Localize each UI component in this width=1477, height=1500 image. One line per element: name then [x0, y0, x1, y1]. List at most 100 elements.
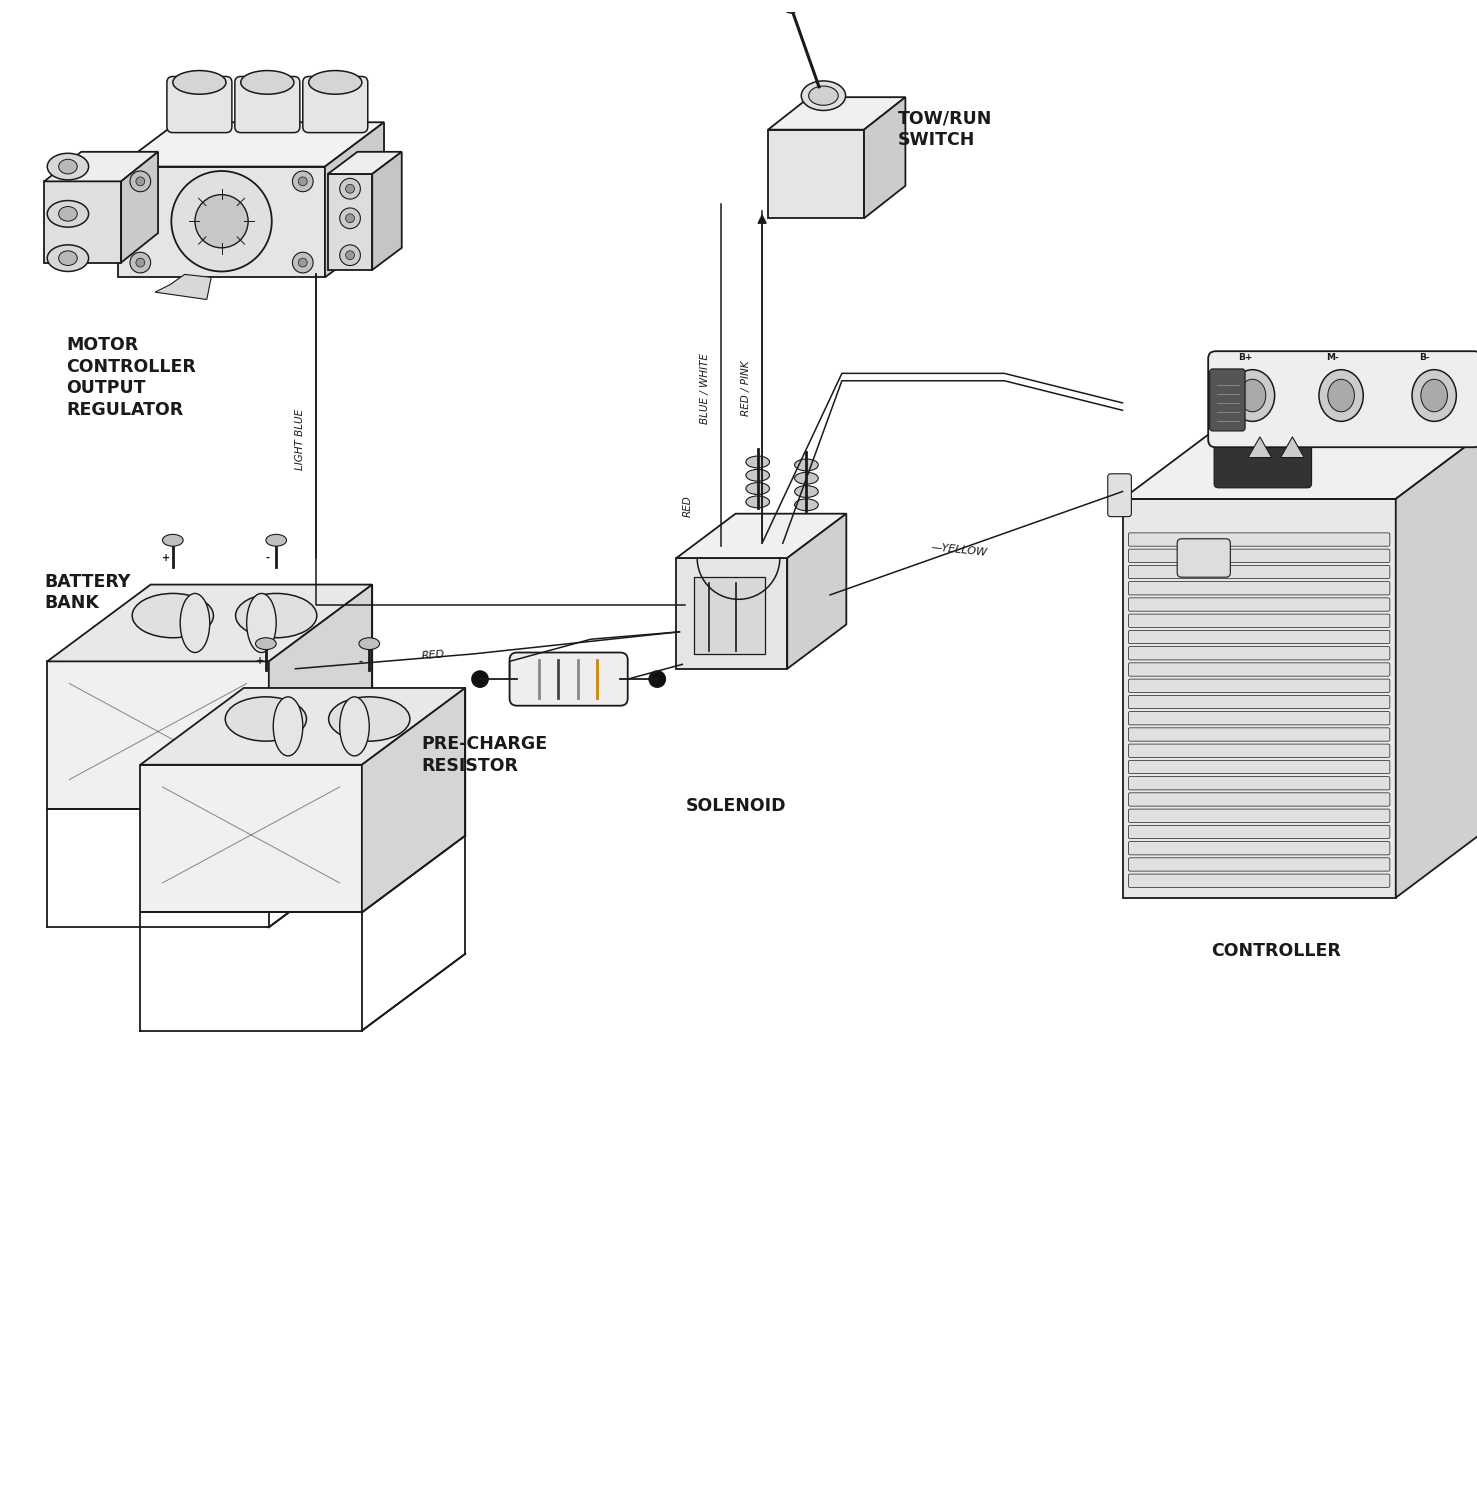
FancyBboxPatch shape [1177, 538, 1230, 578]
Circle shape [648, 670, 666, 688]
Polygon shape [44, 182, 121, 262]
Ellipse shape [359, 638, 380, 650]
Polygon shape [1123, 500, 1396, 897]
FancyBboxPatch shape [1128, 874, 1390, 888]
FancyBboxPatch shape [1128, 532, 1390, 546]
FancyBboxPatch shape [1128, 646, 1390, 660]
Ellipse shape [328, 698, 409, 741]
Ellipse shape [795, 472, 818, 484]
Ellipse shape [225, 698, 307, 741]
Ellipse shape [340, 698, 369, 756]
Ellipse shape [780, 0, 801, 13]
Text: +: + [256, 657, 264, 666]
Polygon shape [768, 98, 905, 129]
Text: PRE-CHARGE
RESISTOR: PRE-CHARGE RESISTOR [421, 735, 546, 774]
FancyBboxPatch shape [235, 76, 300, 132]
Ellipse shape [247, 594, 276, 652]
Polygon shape [140, 765, 362, 912]
Text: SOLENOID: SOLENOID [685, 798, 786, 816]
Polygon shape [155, 274, 211, 300]
Ellipse shape [59, 159, 77, 174]
Text: BLUE / WHITE: BLUE / WHITE [700, 352, 710, 423]
Ellipse shape [59, 251, 77, 266]
Polygon shape [1123, 432, 1477, 500]
Circle shape [298, 177, 307, 186]
Polygon shape [328, 174, 372, 270]
Text: MOTOR
CONTROLLER
OUTPUT
REGULATOR: MOTOR CONTROLLER OUTPUT REGULATOR [66, 336, 196, 418]
Text: CONTROLLER: CONTROLLER [1211, 942, 1341, 960]
Circle shape [340, 209, 360, 228]
FancyBboxPatch shape [1128, 598, 1390, 610]
Text: B-: B- [1419, 352, 1430, 362]
Ellipse shape [746, 470, 770, 482]
Polygon shape [140, 688, 465, 765]
FancyBboxPatch shape [1214, 442, 1312, 488]
Circle shape [346, 184, 354, 194]
Polygon shape [118, 123, 384, 166]
Polygon shape [47, 662, 269, 808]
Ellipse shape [1230, 369, 1275, 422]
Polygon shape [44, 152, 158, 182]
Text: RED / PINK: RED / PINK [741, 360, 752, 416]
Text: BATTERY
BANK: BATTERY BANK [44, 573, 130, 612]
Text: B+: B+ [1238, 352, 1252, 362]
Ellipse shape [256, 638, 276, 650]
Text: RED: RED [421, 650, 445, 662]
Ellipse shape [309, 70, 362, 94]
Ellipse shape [47, 244, 89, 272]
Polygon shape [372, 152, 402, 270]
Polygon shape [47, 585, 372, 662]
Ellipse shape [47, 153, 89, 180]
Circle shape [130, 252, 151, 273]
Circle shape [292, 252, 313, 273]
Ellipse shape [746, 483, 770, 495]
Ellipse shape [746, 456, 770, 468]
Circle shape [130, 171, 151, 192]
Circle shape [136, 177, 145, 186]
Text: M-: M- [1326, 352, 1340, 362]
Polygon shape [864, 98, 905, 219]
Ellipse shape [273, 698, 303, 756]
FancyBboxPatch shape [1128, 825, 1390, 839]
Ellipse shape [162, 534, 183, 546]
Ellipse shape [1328, 380, 1354, 412]
Ellipse shape [809, 86, 839, 105]
Text: -: - [359, 657, 363, 666]
FancyBboxPatch shape [303, 76, 368, 132]
FancyBboxPatch shape [1128, 630, 1390, 644]
FancyBboxPatch shape [1128, 711, 1390, 724]
Circle shape [471, 670, 489, 688]
Text: TOW/RUN
SWITCH: TOW/RUN SWITCH [898, 110, 993, 150]
Ellipse shape [1239, 380, 1266, 412]
Ellipse shape [241, 70, 294, 94]
Ellipse shape [1421, 380, 1447, 412]
Polygon shape [118, 166, 325, 278]
Ellipse shape [180, 594, 210, 652]
Text: —YELLOW: —YELLOW [931, 542, 988, 558]
FancyBboxPatch shape [1128, 582, 1390, 596]
Text: RED: RED [682, 495, 693, 516]
FancyBboxPatch shape [1128, 744, 1390, 758]
Ellipse shape [1319, 369, 1363, 422]
Polygon shape [676, 558, 787, 669]
Polygon shape [768, 129, 864, 219]
Text: LIGHT BLUE: LIGHT BLUE [295, 410, 306, 471]
Circle shape [346, 251, 354, 260]
FancyBboxPatch shape [1128, 549, 1390, 562]
FancyBboxPatch shape [1128, 858, 1390, 871]
Ellipse shape [47, 201, 89, 226]
Circle shape [346, 214, 354, 222]
FancyBboxPatch shape [1128, 842, 1390, 855]
Polygon shape [1281, 436, 1304, 457]
Ellipse shape [266, 534, 287, 546]
Ellipse shape [795, 500, 818, 510]
Polygon shape [362, 688, 465, 912]
Polygon shape [676, 513, 846, 558]
FancyBboxPatch shape [1128, 777, 1390, 790]
FancyBboxPatch shape [1208, 351, 1477, 447]
FancyBboxPatch shape [1128, 808, 1390, 822]
Circle shape [298, 258, 307, 267]
Ellipse shape [59, 207, 77, 220]
FancyBboxPatch shape [1210, 369, 1245, 430]
Ellipse shape [746, 496, 770, 508]
